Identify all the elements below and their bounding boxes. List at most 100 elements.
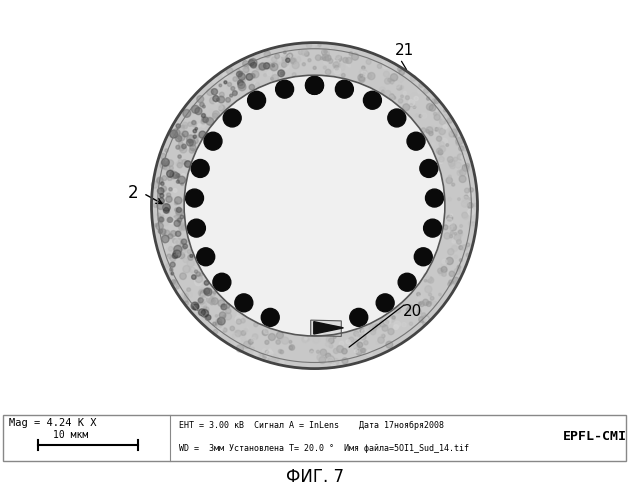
Circle shape <box>362 348 366 353</box>
Circle shape <box>321 50 326 55</box>
Circle shape <box>361 71 367 77</box>
Circle shape <box>162 235 169 243</box>
Circle shape <box>226 308 231 314</box>
Circle shape <box>452 224 455 226</box>
Circle shape <box>177 238 183 246</box>
Circle shape <box>333 336 336 338</box>
Circle shape <box>421 313 426 317</box>
Circle shape <box>381 334 384 337</box>
Circle shape <box>360 334 366 340</box>
Circle shape <box>304 52 309 56</box>
Circle shape <box>276 332 284 339</box>
Circle shape <box>244 328 248 332</box>
Circle shape <box>250 74 255 78</box>
Circle shape <box>323 50 326 52</box>
Circle shape <box>220 92 225 97</box>
Circle shape <box>237 319 242 324</box>
Circle shape <box>176 174 180 177</box>
Circle shape <box>170 270 173 273</box>
Circle shape <box>421 113 426 118</box>
Circle shape <box>450 224 457 231</box>
Circle shape <box>423 321 426 325</box>
Circle shape <box>175 175 178 178</box>
Circle shape <box>243 67 249 72</box>
Circle shape <box>169 188 172 191</box>
Circle shape <box>183 298 188 302</box>
Circle shape <box>370 330 376 335</box>
Circle shape <box>461 200 469 207</box>
Circle shape <box>342 358 348 364</box>
Circle shape <box>459 176 466 182</box>
Circle shape <box>152 181 159 188</box>
Circle shape <box>217 326 223 332</box>
Circle shape <box>425 189 443 207</box>
Circle shape <box>162 176 167 180</box>
Circle shape <box>276 74 279 77</box>
Circle shape <box>187 292 193 299</box>
Circle shape <box>409 322 413 326</box>
Circle shape <box>460 170 466 175</box>
Circle shape <box>215 314 218 317</box>
Circle shape <box>320 349 326 356</box>
Circle shape <box>192 266 197 271</box>
Circle shape <box>457 198 460 200</box>
Circle shape <box>448 282 452 286</box>
Circle shape <box>274 70 280 76</box>
Circle shape <box>264 54 267 56</box>
Circle shape <box>204 132 222 150</box>
Circle shape <box>294 62 298 65</box>
Circle shape <box>353 344 360 350</box>
Circle shape <box>457 266 460 268</box>
Circle shape <box>442 259 447 264</box>
Circle shape <box>438 294 442 296</box>
Circle shape <box>456 142 460 146</box>
Circle shape <box>176 124 181 128</box>
Circle shape <box>439 156 444 162</box>
Circle shape <box>166 196 172 202</box>
Circle shape <box>159 217 164 222</box>
Circle shape <box>334 62 340 68</box>
Circle shape <box>454 268 460 274</box>
Circle shape <box>345 60 348 64</box>
Circle shape <box>201 119 206 124</box>
Circle shape <box>403 92 406 94</box>
Circle shape <box>280 360 284 365</box>
Circle shape <box>390 94 393 98</box>
Circle shape <box>438 150 443 155</box>
Circle shape <box>259 63 266 70</box>
Circle shape <box>176 208 182 212</box>
Circle shape <box>469 188 474 192</box>
Circle shape <box>449 271 455 276</box>
Circle shape <box>179 145 184 150</box>
Circle shape <box>269 334 276 340</box>
Circle shape <box>182 131 188 137</box>
Circle shape <box>225 313 231 320</box>
Circle shape <box>414 96 418 100</box>
Circle shape <box>166 240 173 248</box>
Circle shape <box>265 340 269 344</box>
Circle shape <box>191 134 196 140</box>
Circle shape <box>246 59 249 62</box>
Circle shape <box>320 57 323 59</box>
Circle shape <box>408 305 413 310</box>
Circle shape <box>230 326 235 330</box>
Circle shape <box>163 163 170 170</box>
Circle shape <box>439 128 445 134</box>
Circle shape <box>409 104 413 107</box>
Circle shape <box>192 148 195 152</box>
Circle shape <box>457 154 464 160</box>
Circle shape <box>172 128 180 136</box>
Circle shape <box>270 78 274 80</box>
Circle shape <box>332 358 339 365</box>
Circle shape <box>418 296 423 301</box>
Circle shape <box>369 324 376 332</box>
Circle shape <box>272 57 277 62</box>
Circle shape <box>324 60 328 64</box>
Circle shape <box>474 203 477 206</box>
Circle shape <box>291 55 296 60</box>
Circle shape <box>196 272 201 276</box>
Circle shape <box>323 66 326 69</box>
Circle shape <box>189 140 196 146</box>
Circle shape <box>218 96 225 103</box>
Circle shape <box>172 243 175 246</box>
